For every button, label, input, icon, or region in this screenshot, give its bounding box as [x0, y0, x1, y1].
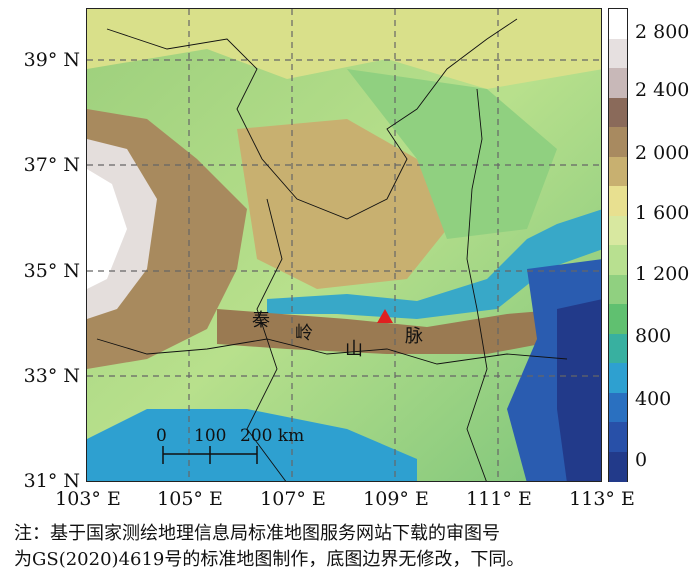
northern-plateau — [87, 9, 601, 89]
province-boundaries — [96, 18, 568, 481]
colorbar-segment — [609, 363, 627, 393]
legend-label-800: 800 — [635, 325, 672, 347]
colorbar-segment — [609, 422, 627, 452]
range-label-ling: 岭 — [295, 323, 313, 344]
colorbar-segment — [609, 127, 627, 157]
snow-peaks — [87, 169, 127, 289]
note-line-1: 注：基于国家测绘地理信息局标准地图服务网站下载的审图号 — [14, 523, 500, 544]
range-label-mai: 脉 — [405, 326, 423, 347]
deep-lowland — [557, 299, 601, 481]
legend-label-2000: 2 000 — [635, 142, 690, 164]
qinling-mountains — [217, 309, 567, 354]
lon-label-111: 111° E — [466, 488, 532, 510]
scale-bar — [162, 446, 258, 464]
scale-label-200: 200 km — [240, 426, 305, 446]
wei-river-valley — [267, 209, 601, 319]
scale-label-100: 100 — [194, 426, 227, 446]
lon-label-103: 103° E — [55, 488, 121, 510]
legend-label-2400: 2 400 — [635, 79, 690, 101]
scale-label-0: 0 — [156, 426, 167, 446]
southwest-basin — [87, 409, 417, 481]
colorbar-segment — [609, 38, 627, 69]
colorbar-segment — [609, 215, 627, 246]
legend-label-2800: 2 800 — [635, 21, 690, 43]
note-line-2: 为GS(2020)4619号的标准地图制作，底图边界无修改，下同。 — [14, 549, 525, 570]
central-green — [347, 69, 557, 239]
colorbar-segment — [609, 186, 627, 216]
colorbar-segment — [609, 274, 627, 305]
lon-label-113: 113° E — [569, 488, 635, 510]
lat-label-33: 33° N — [23, 365, 80, 387]
lat-label-37: 37° N — [23, 154, 80, 176]
lat-label-39: 39° N — [23, 49, 80, 71]
terrain-map — [87, 9, 601, 481]
colorbar-segment — [609, 156, 627, 187]
colorbar-segment — [609, 392, 627, 423]
lon-label-105: 105° E — [157, 488, 223, 510]
colorbar-segment — [609, 245, 627, 275]
colorbar-segment — [609, 97, 627, 128]
lat-label-35: 35° N — [23, 260, 80, 282]
colorbar-segment — [609, 9, 627, 39]
graticule — [87, 9, 601, 481]
legend-label-0: 0 — [635, 449, 648, 471]
lat-label-31: 31° N — [23, 470, 80, 492]
elevation-colorbar — [608, 8, 628, 482]
legend-label-400: 400 — [635, 388, 672, 410]
colorbar-segment — [609, 451, 627, 482]
lon-label-109: 109° E — [363, 488, 429, 510]
colorbar-segment — [609, 304, 627, 334]
loess-plateau — [237, 119, 447, 289]
map-note: 注：基于国家测绘地理信息局标准地图服务网站下载的审图号 为GS(2020)461… — [14, 521, 694, 573]
range-label-shan: 山 — [345, 339, 363, 360]
legend-label-1200: 1 200 — [635, 263, 690, 285]
legend-label-1600: 1 600 — [635, 202, 690, 224]
colorbar-segment — [609, 333, 627, 364]
site-marker — [377, 309, 393, 323]
range-label-qin: 秦 — [252, 310, 270, 331]
map-area — [86, 8, 602, 482]
lon-label-107: 107° E — [260, 488, 326, 510]
colorbar-segment — [609, 68, 627, 98]
